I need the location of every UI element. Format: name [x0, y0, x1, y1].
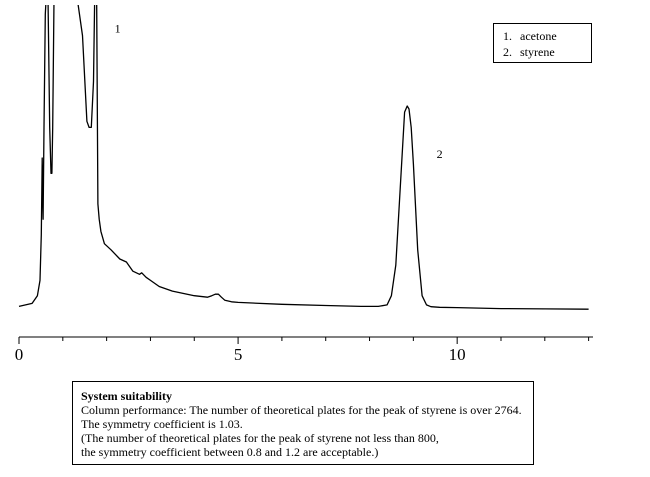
chromatogram-line-0 [18, 5, 589, 310]
legend-item-number: 1. [503, 29, 512, 43]
legend-item-acetone: 1. acetone [503, 28, 591, 44]
symmetry-coefficient-text: The symmetry coefficient is 1.03. [81, 417, 243, 431]
chromatogram-trace-group [18, 5, 589, 310]
acceptance-criteria-text-2: the symmetry coefficient between 0.8 and… [81, 445, 379, 459]
system-suitability-box: System suitability Column performance: T… [72, 381, 534, 465]
peak-label: 1 [115, 22, 121, 36]
column-performance-text: Column performance: The number of theore… [81, 403, 522, 417]
x-tick-label: 5 [234, 345, 243, 364]
acceptance-criteria-text: (The number of theoretical plates for th… [81, 431, 439, 445]
system-suitability-title: System suitability [81, 389, 173, 403]
x-tick-label: 0 [15, 345, 24, 364]
legend-item-label: acetone [520, 29, 557, 43]
peak-labels: 12 [115, 22, 443, 161]
legend-item-styrene: 2. styrene [503, 44, 591, 60]
legend-item-label: styrene [520, 45, 555, 59]
legend: 1. acetone 2. styrene [493, 23, 592, 63]
x-tick-label: 10 [449, 345, 466, 364]
x-axis: 0 5 10 [15, 336, 593, 364]
peak-label: 2 [437, 147, 443, 161]
legend-item-number: 2. [503, 45, 512, 59]
